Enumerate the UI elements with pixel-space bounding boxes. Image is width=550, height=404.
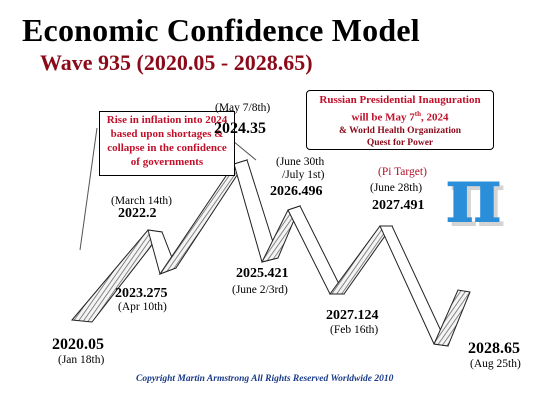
page-title: Economic Confidence Model — [22, 12, 420, 48]
label-2020-value: 2020.05 — [52, 336, 104, 353]
label-2027b-value: 2027.491 — [372, 198, 425, 213]
label-2028-value: 2028.65 — [468, 340, 520, 357]
copyright-notice: Copyright Martin Armstrong All Rights Re… — [136, 374, 394, 384]
label-2026-value: 2026.496 — [270, 184, 323, 199]
label-2026-date-1: (June 30th — [276, 156, 325, 168]
wave-segment-6 — [287, 205, 345, 295]
label-2028-date: (Aug 25th) — [470, 358, 521, 370]
note-inflation-line: collapse in the confidence — [107, 142, 227, 154]
note-inauguration-line: Russian Presidential Inauguration — [319, 94, 481, 106]
label-2020-date: (Jan 18th) — [58, 354, 105, 366]
label-2022-value: 2022.2 — [118, 206, 157, 221]
note-inauguration-line: will be May 7th, 2024 — [351, 110, 449, 124]
note-inflation-line: based upon shortages & — [110, 128, 224, 140]
note-inflation-line: of governments — [130, 156, 204, 168]
pi-icon: π π — [445, 150, 506, 245]
pi-symbol: π — [445, 150, 502, 241]
note-inflation: Rise in inflation into 2024 based upon s… — [99, 111, 235, 176]
label-2024-date: (May 7/8th) — [215, 102, 271, 114]
note-left-pointer-2 — [232, 140, 257, 161]
label-pi-target: (Pi Target) — [378, 166, 427, 178]
label-2027b-date: (June 28th) — [370, 182, 423, 194]
wave-segment-7 — [329, 225, 393, 295]
label-2025-date: (June 2/3rd) — [232, 284, 288, 296]
wave-segment-3 — [158, 159, 249, 276]
note-inauguration-line: Quest for Power — [366, 137, 434, 148]
note-left-pointer — [79, 127, 98, 251]
label-2026-date-2: /July 1st) — [282, 169, 325, 181]
label-2023-value: 2023.275 — [115, 286, 168, 301]
wave-ribbon — [71, 159, 471, 347]
label-2024-value: 2024.35 — [214, 120, 266, 137]
wave-segment-9 — [433, 289, 471, 347]
label-2023-date: (Apr 10th) — [118, 301, 167, 313]
wave-segment-8 — [379, 225, 449, 347]
pi-shadow: π — [449, 154, 506, 245]
note-inflation-line: Rise in inflation into 2024 — [106, 114, 228, 126]
label-2022-date: (March 14th) — [111, 195, 172, 207]
label-2025-value: 2025.421 — [236, 266, 289, 281]
note-inauguration: Russian Presidential Inauguration will b… — [306, 90, 494, 150]
label-2027a-date: (Feb 16th) — [330, 324, 379, 336]
label-2027a-value: 2027.124 — [326, 308, 379, 323]
note-inauguration-line: & World Health Organization — [338, 125, 461, 136]
page-subtitle: Wave 935 (2020.05 - 2028.65) — [40, 50, 313, 75]
